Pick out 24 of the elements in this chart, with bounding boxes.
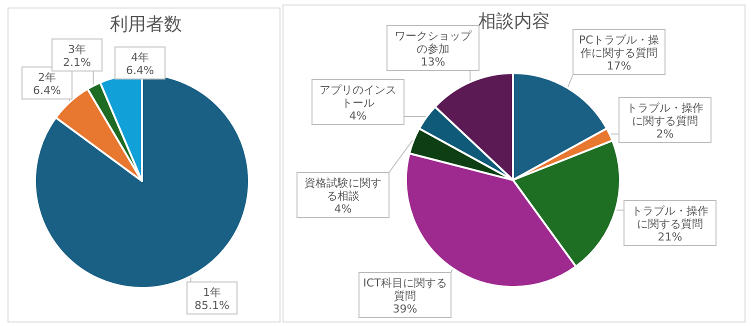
slice-label: トラブル・操作に関する質問 (626, 102, 704, 128)
slice-label: 4年 (131, 51, 149, 64)
data-label: 13% (420, 56, 446, 68)
slice-label: 資格試験に関する相談 (304, 176, 382, 202)
slice-label: ICT科目に関する質問 (363, 276, 447, 302)
chart-title: 利用者数 (110, 14, 182, 35)
slice-label: PCトラブル・操作に関する質問 (578, 34, 660, 60)
data-label: 4% (334, 202, 352, 216)
data-label: 6.4% (126, 64, 154, 77)
slice-label: トラブル・操作に関する質問 (632, 204, 708, 230)
data-label: 4% (349, 110, 367, 122)
slice-label: 3年 (68, 43, 86, 56)
data-label: 2.1% (63, 56, 91, 69)
data-label: 17% (606, 60, 632, 72)
data-label: 21% (658, 230, 682, 244)
chart-title: 相談内容 (478, 11, 550, 32)
data-label: 6.4% (33, 84, 61, 97)
data-label: 39% (392, 302, 418, 316)
slice-label: ワークショップの参加 (394, 30, 472, 56)
slice-label: 1年 (203, 286, 221, 299)
data-label: 85.1% (194, 299, 230, 312)
slice-label: アプリのインストール (320, 84, 396, 110)
data-label: 2% (656, 128, 674, 140)
slice-label: 2年 (38, 71, 56, 84)
